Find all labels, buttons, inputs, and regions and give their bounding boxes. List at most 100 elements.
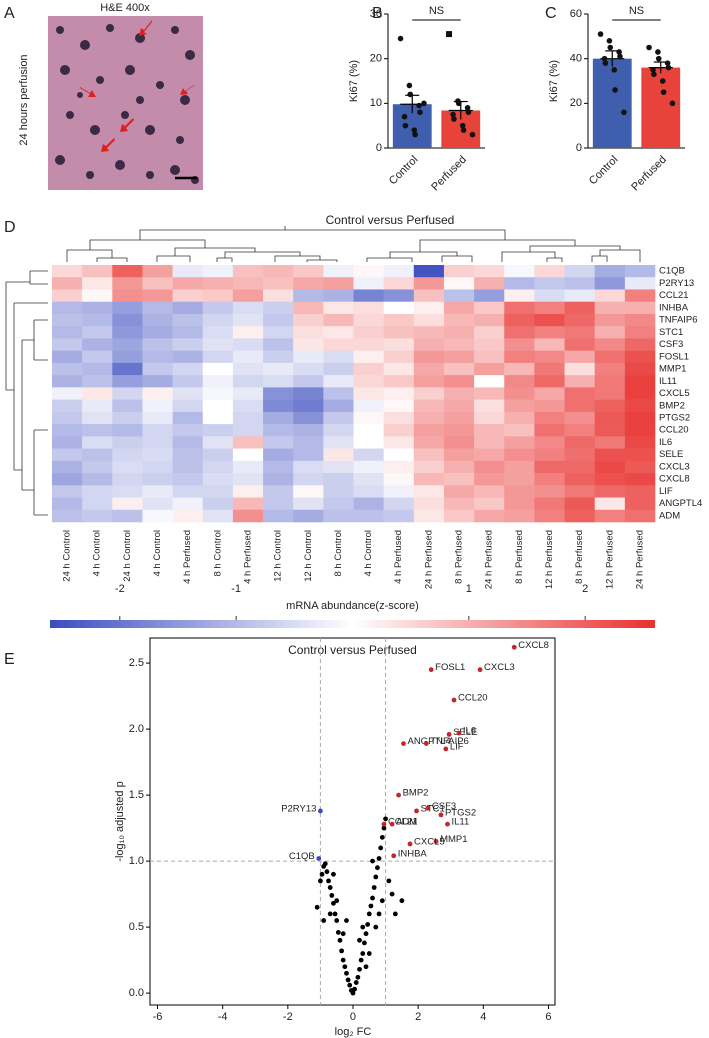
point-label: PTGS2	[445, 807, 476, 818]
heatmap-cell	[504, 387, 535, 400]
data-point	[607, 44, 614, 51]
heatmap-cell	[353, 277, 384, 290]
heatmap-cell	[202, 473, 234, 486]
heatmap-cell	[534, 460, 565, 474]
heatmap-cell	[142, 387, 173, 400]
row-label: MMP1	[659, 364, 686, 375]
heatmap-cell	[353, 411, 384, 425]
data-point	[376, 856, 382, 861]
y-axis-label: Ki67 (%)	[348, 60, 360, 102]
heatmap-cell	[232, 313, 264, 327]
bar	[592, 58, 632, 148]
heatmap-cell	[353, 399, 384, 413]
heatmap-cell	[413, 411, 445, 425]
heatmap-cell	[353, 362, 384, 376]
heatmap-cell	[443, 289, 475, 303]
heatmap-cell	[383, 485, 415, 498]
row-label: IL11	[659, 376, 677, 387]
row-label: ANGPTL4	[659, 498, 702, 509]
data-point	[451, 116, 457, 122]
heatmap-cell	[504, 350, 535, 364]
heatmap-cell	[594, 509, 626, 523]
data-point	[375, 865, 380, 871]
point-label: TNFAIP6	[430, 736, 469, 747]
y-tick-label: 40	[570, 53, 582, 65]
data-point	[321, 918, 327, 923]
heatmap-cell	[504, 497, 535, 511]
data-point	[379, 834, 385, 840]
heatmap-cell	[413, 436, 445, 449]
plot-title: Control versus Perfused	[288, 643, 417, 657]
data-point	[342, 964, 348, 970]
heatmap-cell	[293, 289, 324, 303]
heatmap-cell	[474, 460, 505, 474]
image-title: H&E 400x	[100, 2, 150, 14]
row-label: CXCL5	[659, 388, 690, 399]
data-point	[358, 957, 364, 963]
data-point	[451, 697, 457, 703]
point-label: CSF3	[432, 801, 456, 812]
heatmap-cell	[474, 411, 505, 425]
heatmap-cell	[323, 411, 354, 425]
heatmap-cell	[263, 277, 294, 290]
heatmap-cell	[474, 485, 505, 498]
column-label: 4 h Perfused	[182, 530, 193, 584]
heatmap-cell	[172, 350, 204, 364]
heatmap-cell	[413, 313, 445, 327]
heatmap-cell	[202, 301, 234, 315]
heatmap-cell	[263, 289, 294, 303]
heatmap-cell	[504, 509, 535, 523]
heatmap-cell	[443, 313, 475, 327]
data-point	[376, 911, 382, 917]
heatmap-cell	[624, 338, 656, 351]
heatmap-cell	[142, 265, 173, 278]
heatmap-cell	[443, 387, 475, 400]
data-point	[381, 821, 387, 827]
data-point	[611, 67, 618, 73]
heatmap-cell	[504, 301, 535, 315]
heatmap-cell	[112, 436, 143, 449]
heatmap-cell	[82, 277, 113, 290]
heatmap-cell	[504, 265, 535, 278]
heatmap-cell	[443, 485, 475, 498]
heatmap-cell	[323, 375, 354, 388]
point-label: SELE	[453, 727, 477, 738]
heatmap-cell	[383, 399, 415, 413]
heatmap-cell	[413, 509, 445, 523]
heatmap-cell	[564, 289, 595, 303]
heatmap-cell	[594, 301, 626, 315]
heatmap-cell	[534, 485, 565, 498]
heatmap-cell	[594, 313, 626, 327]
heatmap-cell	[52, 436, 83, 449]
data-point	[651, 71, 657, 78]
heatmap-cell	[413, 497, 445, 511]
heatmap-cell	[263, 399, 294, 413]
heatmap-cell	[383, 387, 415, 400]
heatmap-cell	[172, 399, 204, 413]
heatmap-cell	[82, 313, 113, 327]
heatmap-cell	[112, 350, 143, 364]
data-point	[438, 812, 444, 818]
heatmap-cell	[624, 387, 656, 400]
column-label: 4 h Control	[152, 530, 163, 576]
heatmap-cell	[52, 411, 83, 425]
heatmap-cell	[594, 362, 626, 376]
x-tick-label: 4	[480, 1011, 486, 1023]
colorbar	[50, 620, 655, 628]
data-point	[318, 878, 323, 884]
point-label: MMP1	[440, 834, 467, 845]
heatmap-cell	[323, 509, 354, 523]
heatmap-cell	[263, 350, 294, 364]
column-label: 4 h Control	[92, 530, 103, 576]
heatmap-cell	[52, 424, 83, 437]
heatmap-cell	[82, 289, 113, 303]
x-tick-label: Control	[387, 154, 421, 188]
heatmap-cell	[52, 362, 83, 376]
point-label: CXCL8	[518, 640, 549, 651]
heatmap-cell	[323, 265, 354, 278]
data-point	[357, 966, 362, 972]
heatmap-cell	[323, 460, 354, 474]
data-point	[655, 49, 661, 55]
heatmap-cell	[413, 485, 445, 498]
